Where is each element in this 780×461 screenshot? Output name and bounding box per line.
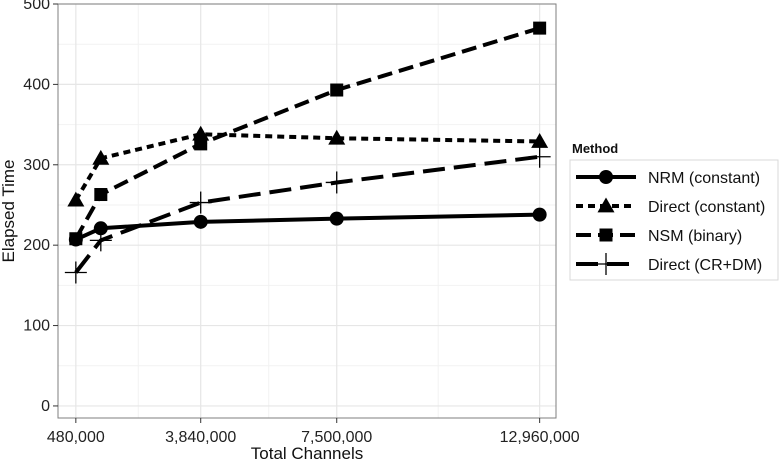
legend-item-2: NSM (binary) <box>576 228 742 245</box>
legend-label: Direct (CR+DM) <box>648 257 762 274</box>
x-tick-label: 7,500,000 <box>301 429 372 446</box>
legend-item-3: Direct (CR+DM) <box>576 253 762 275</box>
legend-label: Direct (constant) <box>648 199 765 216</box>
x-axis-title: Total Channels <box>251 444 363 461</box>
triangle-marker <box>92 149 110 165</box>
circle-marker <box>93 221 108 236</box>
triangle-marker <box>328 129 346 145</box>
x-tick-label: 3,840,000 <box>165 429 236 446</box>
y-axis-title: Elapsed Time <box>0 160 18 263</box>
circle-marker <box>532 207 547 222</box>
square-marker <box>599 228 613 242</box>
y-tick-label: 0 <box>41 398 50 415</box>
series-2 <box>69 21 547 246</box>
plus-marker <box>64 261 87 284</box>
plus-marker <box>528 145 551 168</box>
plus-marker <box>325 171 348 194</box>
plus-marker <box>89 229 112 252</box>
triangle-marker <box>67 191 85 207</box>
plus-marker <box>595 253 617 275</box>
y-tick-label: 300 <box>23 157 50 174</box>
square-marker <box>194 137 208 151</box>
square-marker <box>69 232 83 246</box>
legend-item-1: Direct (constant) <box>576 197 765 216</box>
legend-label: NRM (constant) <box>648 170 760 187</box>
legend: Method NRM (constant) Direct (constant) NS… <box>569 141 779 281</box>
square-marker <box>94 188 108 202</box>
y-tick-label: 200 <box>23 237 50 254</box>
circle-marker <box>193 214 208 229</box>
x-tick-label: 12,960,000 <box>500 429 580 446</box>
y-tick-label: 400 <box>23 76 50 93</box>
y-tick-label: 500 <box>23 0 50 13</box>
grid <box>58 3 556 418</box>
plot-panel <box>57 3 557 419</box>
series-line <box>74 26 541 240</box>
series-layer <box>64 21 551 284</box>
triangle-marker <box>192 125 210 141</box>
series-line <box>75 212 540 242</box>
square-marker <box>533 21 547 35</box>
circle-marker <box>599 170 613 184</box>
x-tick-label: 480,000 <box>47 429 105 446</box>
legend-title: Method <box>572 141 618 156</box>
legend-item-0: NRM (constant) <box>576 170 760 187</box>
axes: 0 100 200 300 400 500 480,000 3,840,000 7,500,00… <box>23 0 579 446</box>
circle-marker <box>329 211 344 226</box>
series-line <box>74 154 540 274</box>
y-tick-label: 100 <box>23 318 50 335</box>
triangle-marker <box>597 197 615 213</box>
series-3 <box>64 145 551 284</box>
square-marker <box>330 83 344 97</box>
plus-marker <box>189 191 212 214</box>
legend-label: NSM (binary) <box>648 228 742 245</box>
series-1 <box>67 125 549 207</box>
legend-items: NRM (constant) Direct (constant) NSM (bina… <box>576 170 765 275</box>
triangle-marker <box>531 132 549 148</box>
